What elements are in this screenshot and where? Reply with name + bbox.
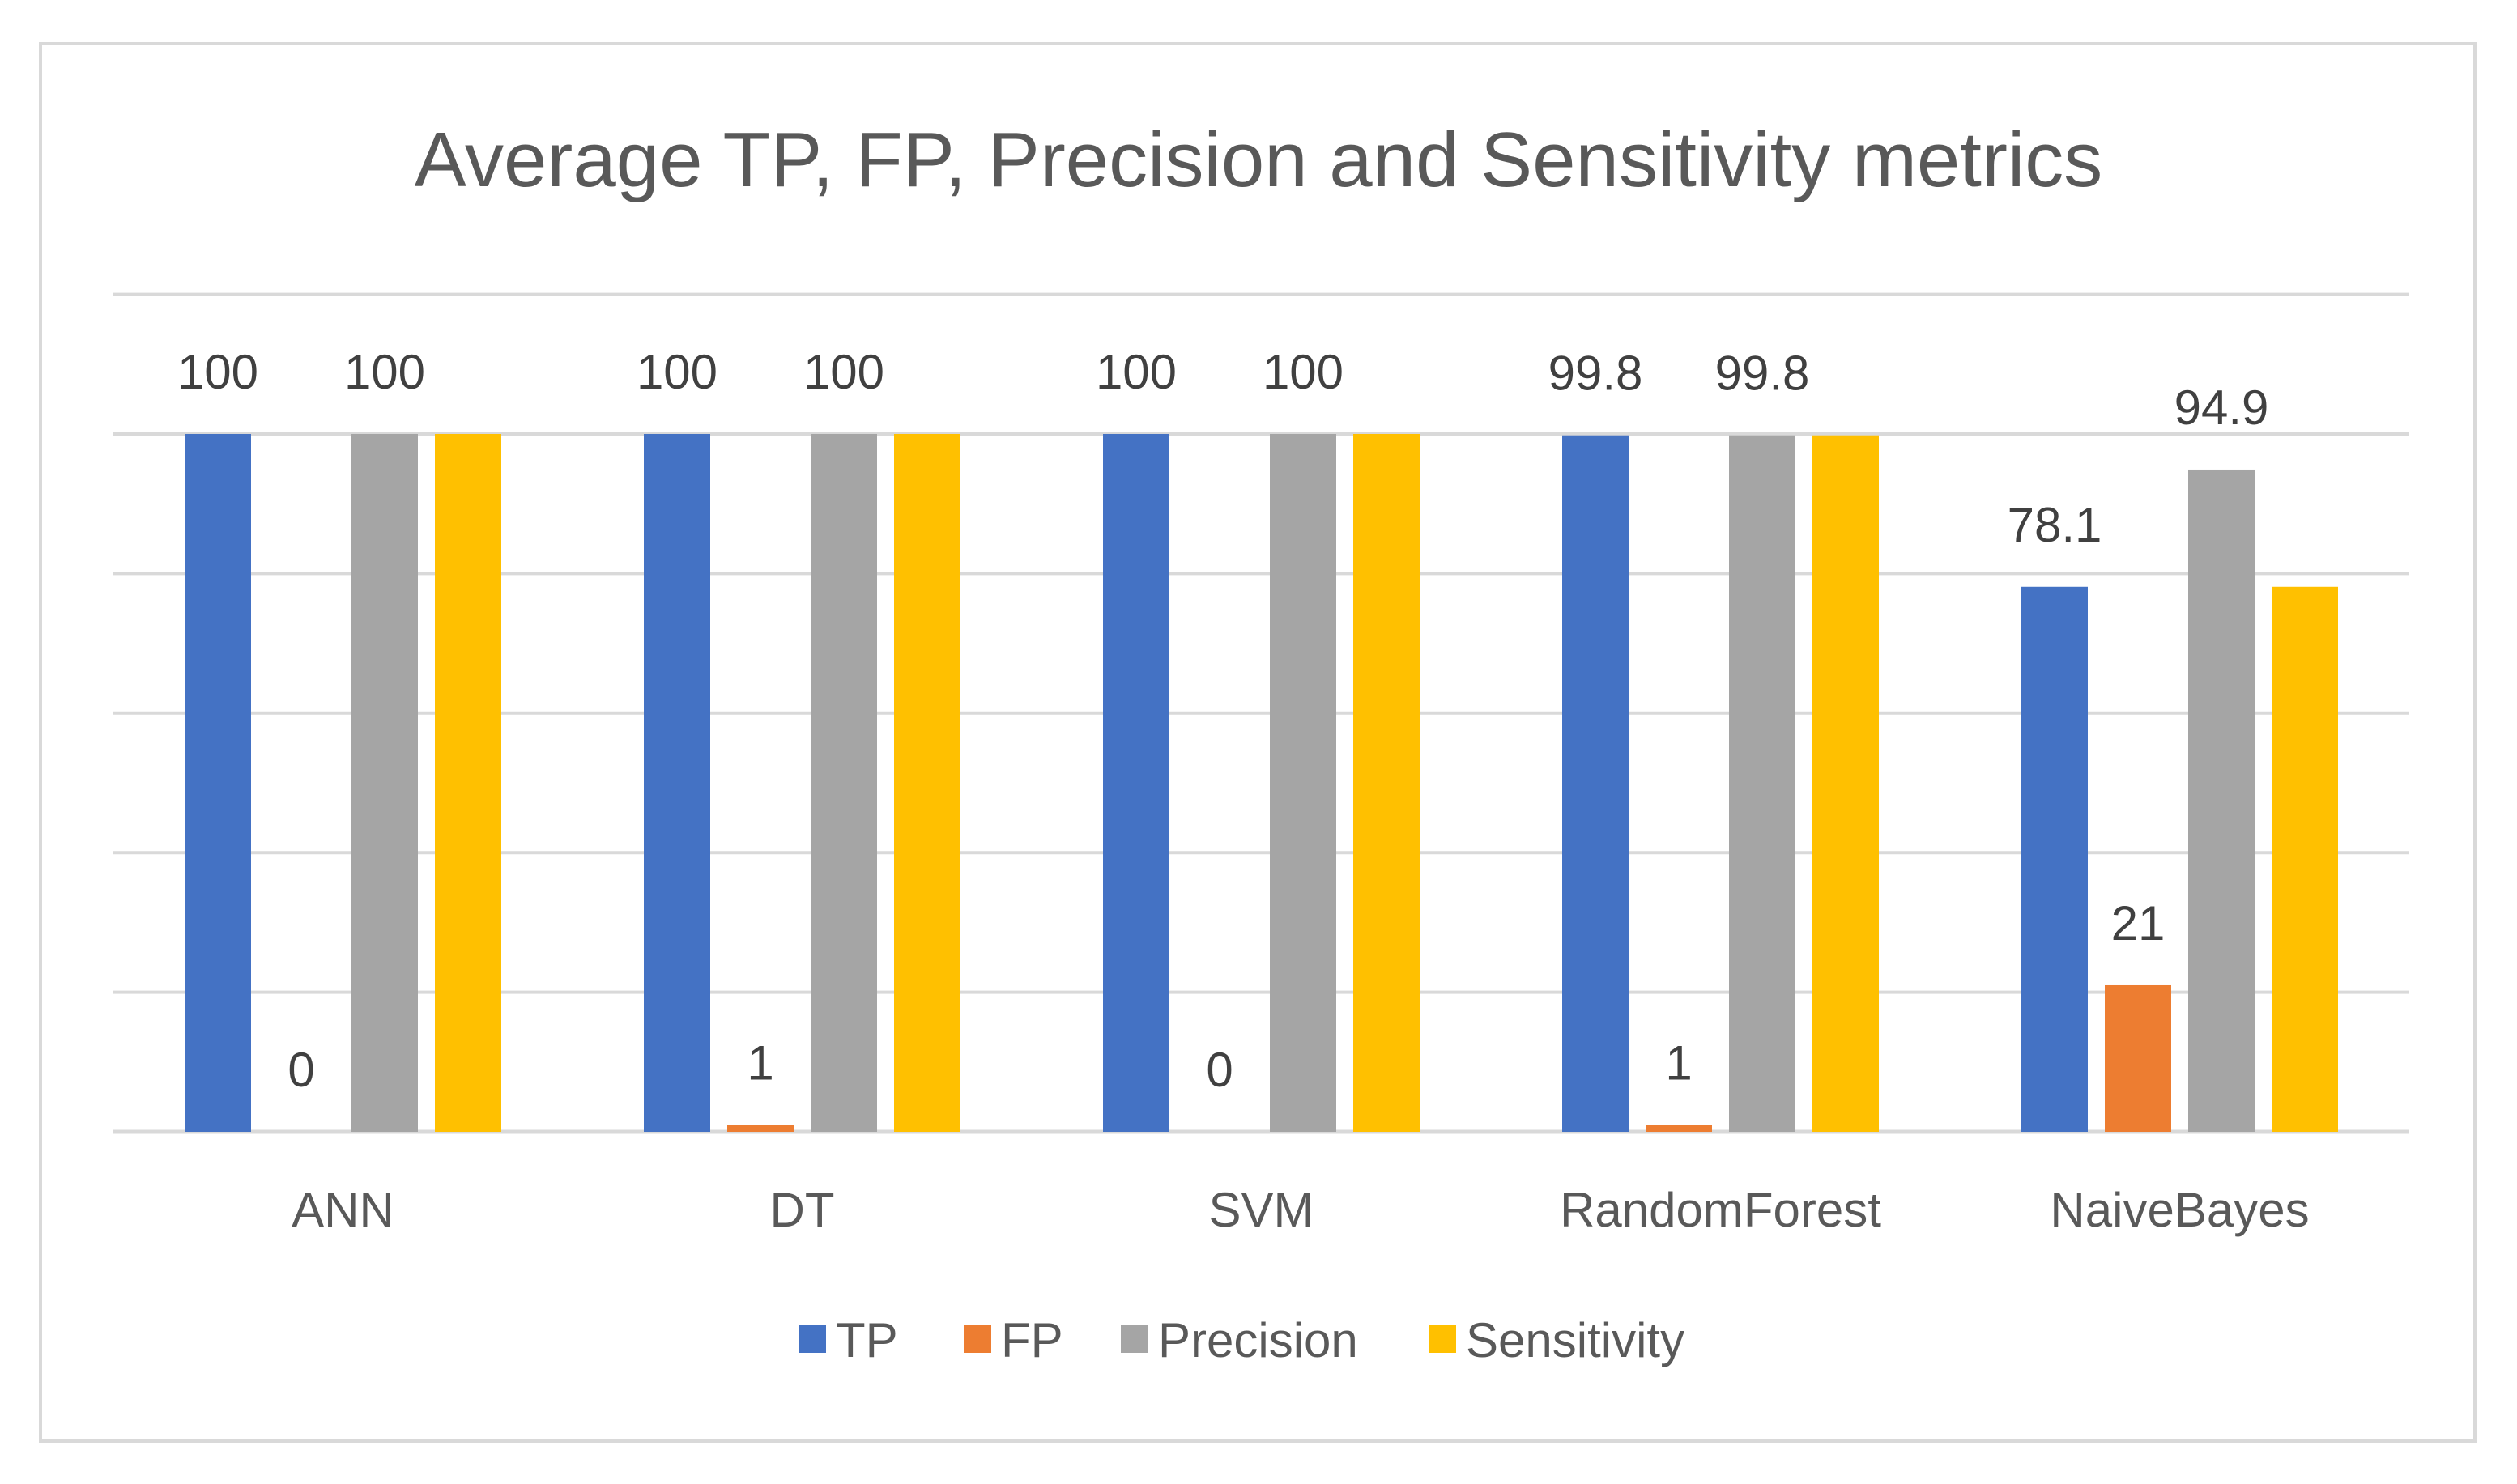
data-label: 1 — [1665, 1035, 1692, 1090]
category-label: ANN — [292, 1183, 394, 1237]
data-label: 100 — [344, 345, 425, 399]
bar-tp-dt — [644, 434, 710, 1132]
data-label: 99.8 — [1715, 347, 1810, 401]
data-label: 100 — [803, 345, 884, 399]
data-label: 1 — [747, 1035, 773, 1090]
legend-label-sensitivity: Sensitivity — [1466, 1313, 1684, 1367]
bar-fp-randomforest — [1646, 1125, 1712, 1132]
bar-precision-dt — [811, 434, 877, 1132]
legend-swatch-precision — [1121, 1325, 1148, 1353]
data-label: 100 — [1263, 345, 1344, 399]
legend-swatch-fp — [964, 1325, 991, 1353]
category-label: DT — [770, 1183, 835, 1237]
legend-swatch-sensitivity — [1429, 1325, 1456, 1353]
bar-precision-svm — [1270, 434, 1336, 1132]
data-label: 94.9 — [2174, 381, 2269, 435]
bar-precision-naivebayes — [2188, 469, 2255, 1132]
category-label: NaiveBayes — [2050, 1183, 2309, 1237]
legend-label-precision: Precision — [1158, 1313, 1358, 1367]
bar-sensitivity-naivebayes — [2272, 586, 2338, 1132]
bar-tp-ann — [185, 434, 251, 1132]
legend-label-fp: FP — [1001, 1313, 1063, 1367]
bar-tp-svm — [1103, 434, 1169, 1132]
bars — [185, 434, 2338, 1132]
data-label: 0 — [1206, 1043, 1233, 1097]
data-labels: 100 0 100 100 1 100 100 0 100 99.8 1 99.8 78.1 21 94.9 — [177, 345, 2268, 1097]
bar-sensitivity-ann — [435, 434, 501, 1132]
data-label: 78.1 — [2008, 498, 2102, 552]
bar-precision-ann — [351, 434, 418, 1132]
bar-sensitivity-svm — [1353, 434, 1420, 1132]
legend-label-tp: TP — [836, 1313, 898, 1367]
data-label: 0 — [287, 1043, 314, 1097]
data-label: 100 — [637, 345, 718, 399]
data-label: 100 — [1096, 345, 1177, 399]
data-label: 21 — [2111, 896, 2166, 950]
bar-sensitivity-randomforest — [1812, 435, 1879, 1132]
data-label: 99.8 — [1548, 347, 1643, 401]
bar-tp-randomforest — [1562, 435, 1629, 1132]
bar-fp-naivebayes — [2105, 984, 2171, 1132]
bar-tp-naivebayes — [2021, 586, 2088, 1132]
bar-precision-randomforest — [1729, 435, 1795, 1132]
category-label: RandomForest — [1560, 1183, 1881, 1237]
category-label: SVM — [1208, 1183, 1314, 1237]
bar-sensitivity-dt — [894, 434, 960, 1132]
category-labels: ANN DT SVM RandomForest NaiveBayes — [292, 1183, 2309, 1237]
chart-title: Average TP, FP, Precision and Sensitivit… — [415, 117, 2103, 203]
data-label: 100 — [177, 345, 258, 399]
legend-swatch-tp — [799, 1325, 826, 1353]
bar-fp-dt — [727, 1125, 794, 1132]
legend: TP FP Precision Sensitivity — [799, 1313, 1684, 1367]
